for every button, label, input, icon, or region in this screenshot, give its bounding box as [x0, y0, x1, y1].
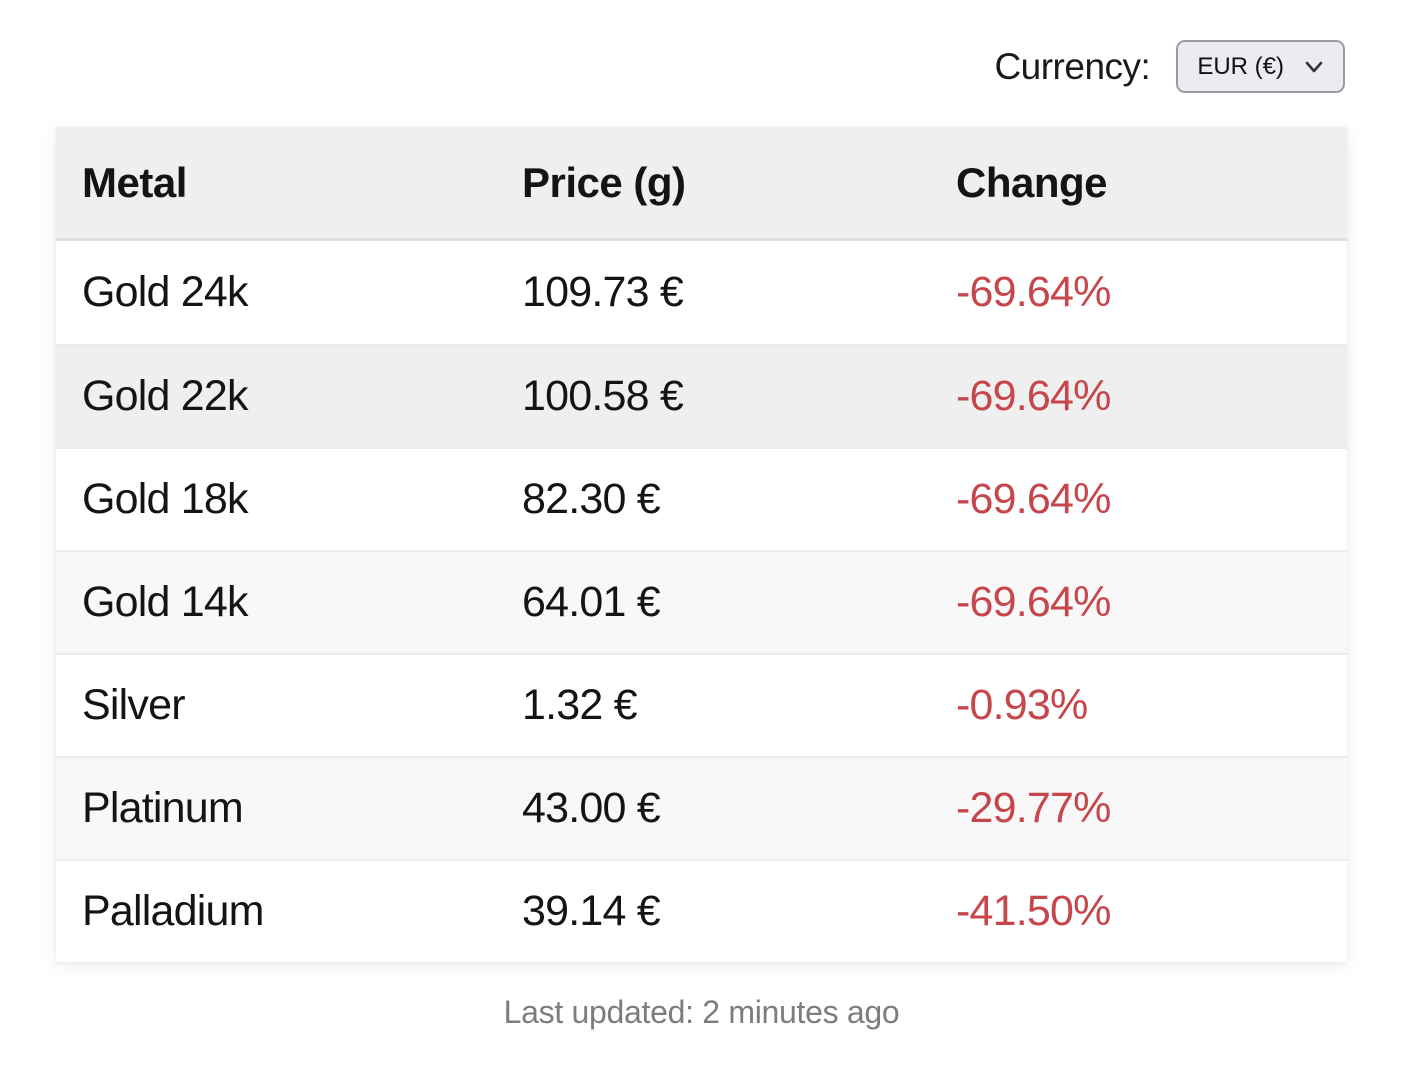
- page: Currency: EUR (€) Metal Price (g) Change…: [56, 0, 1347, 1031]
- table-row[interactable]: Gold 18k 82.30 € -69.64%: [56, 447, 1347, 550]
- change-percent-cell: -0.93%: [956, 681, 1088, 729]
- currency-label: Currency:: [994, 45, 1151, 87]
- currency-selected-value: EUR (€): [1197, 52, 1284, 80]
- column-header-change: Change: [956, 158, 1108, 206]
- table-row[interactable]: Gold 24k 109.73 € -69.64%: [56, 241, 1347, 344]
- metal-name-cell: Palladium: [82, 887, 264, 935]
- metal-name-cell: Platinum: [82, 784, 244, 832]
- change-percent-cell: -69.64%: [956, 268, 1111, 316]
- price-cell: 1.32 €: [522, 681, 638, 729]
- change-percent-cell: -69.64%: [956, 578, 1111, 626]
- last-updated-text: Last updated: 2 minutes ago: [503, 994, 900, 1030]
- metal-name-cell: Silver: [82, 681, 186, 729]
- change-percent-cell: -41.50%: [956, 887, 1111, 935]
- price-cell: 39.14 €: [522, 887, 661, 935]
- price-cell: 82.30 €: [522, 475, 661, 523]
- metals-price-table: Metal Price (g) Change Gold 24k 109.73 €…: [56, 127, 1347, 962]
- change-percent-cell: -69.64%: [956, 372, 1111, 420]
- table-row[interactable]: Palladium 39.14 € -41.50%: [56, 859, 1347, 962]
- column-header-price: Price (g): [522, 158, 686, 206]
- price-cell: 109.73 €: [522, 268, 684, 316]
- metal-name-cell: Gold 18k: [82, 475, 249, 523]
- metal-name-cell: Gold 14k: [82, 578, 249, 626]
- table-row[interactable]: Gold 22k 100.58 € -69.64%: [56, 344, 1347, 447]
- currency-select[interactable]: EUR (€): [1176, 40, 1345, 93]
- change-percent-cell: -29.77%: [956, 784, 1111, 832]
- currency-bar: Currency: EUR (€): [56, 40, 1347, 93]
- price-cell: 100.58 €: [522, 372, 684, 420]
- chevron-down-icon: [1304, 60, 1324, 74]
- price-cell: 64.01 €: [522, 578, 661, 626]
- column-header-metal: Metal: [82, 158, 187, 206]
- table-body: Gold 24k 109.73 € -69.64% Gold 22k 100.5…: [56, 241, 1347, 962]
- price-cell: 43.00 €: [522, 784, 661, 832]
- metal-name-cell: Gold 22k: [82, 372, 249, 420]
- table-header-row: Metal Price (g) Change: [56, 127, 1347, 241]
- table-row[interactable]: Platinum 43.00 € -29.77%: [56, 756, 1347, 859]
- table-row[interactable]: Gold 14k 64.01 € -69.64%: [56, 550, 1347, 653]
- table-row[interactable]: Silver 1.32 € -0.93%: [56, 653, 1347, 756]
- metal-name-cell: Gold 24k: [82, 268, 249, 316]
- change-percent-cell: -69.64%: [956, 475, 1111, 523]
